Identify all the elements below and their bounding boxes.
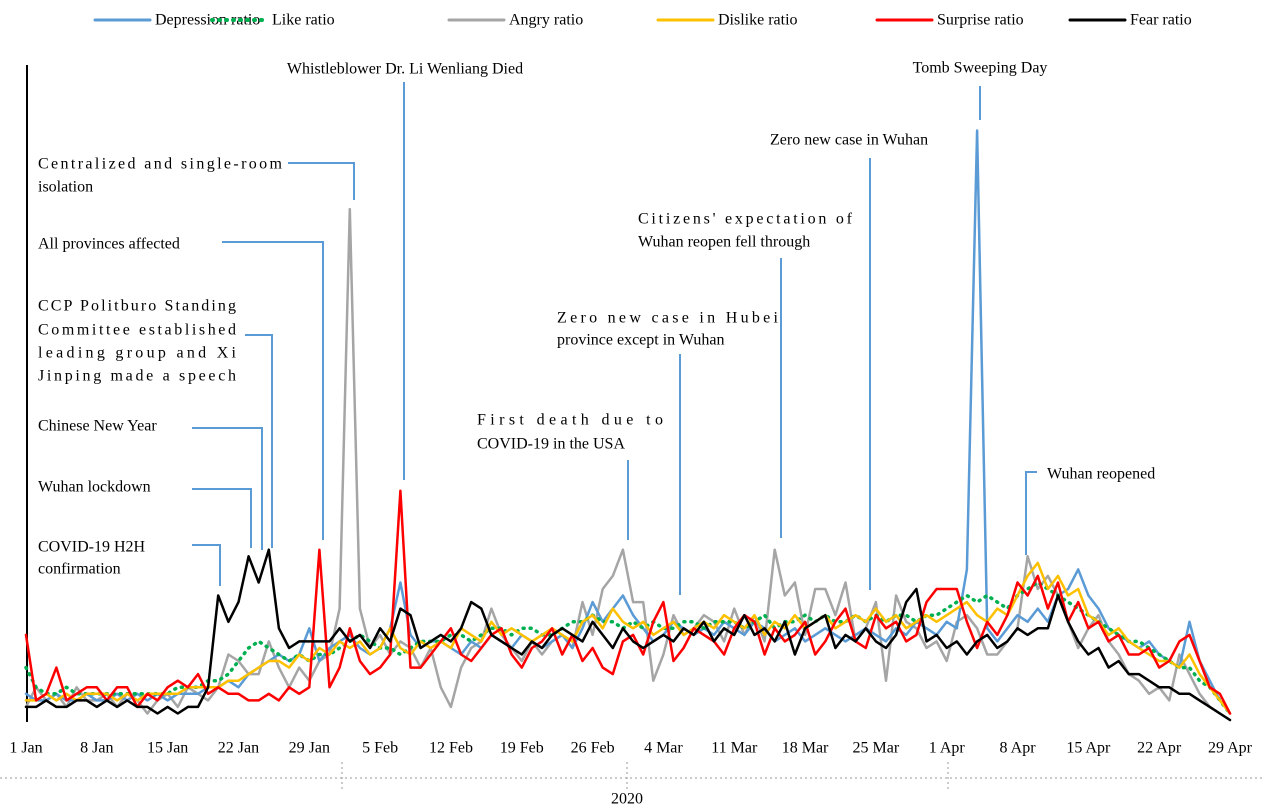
legend-label: Surprise ratio	[937, 12, 1024, 29]
annotation: leading group and Xi	[38, 345, 237, 362]
annotation: First death due to	[477, 412, 663, 429]
x-tick-label: 5 Feb	[362, 740, 398, 757]
x-tick-label: 4 Mar	[644, 740, 683, 757]
annotation: CCP Politburo Standing	[38, 298, 236, 315]
x-tick-label: 11 Mar	[711, 740, 758, 757]
annotation: Committee established	[38, 322, 236, 339]
annotation: Centralized and single-room	[38, 156, 283, 173]
x-tick-label: 19 Feb	[500, 740, 544, 757]
annotation: Wuhan lockdown	[38, 479, 151, 496]
series-line	[24, 207, 1232, 722]
annotation: Whistleblower Dr. Li Wenliang Died	[287, 61, 523, 78]
callout-line	[192, 544, 221, 586]
callout-line	[222, 241, 324, 540]
annotation: COVID-19 H2H	[38, 539, 146, 556]
annotation: Citizens' expectation of	[638, 211, 853, 228]
x-tick-label: 29 Apr	[1208, 740, 1253, 757]
x-tick-label: 15 Apr	[1066, 740, 1111, 757]
annotation: province except in Wuhan	[557, 332, 724, 349]
x-tick-label: 15 Jan	[147, 740, 188, 757]
annotation: Wuhan reopen fell through	[638, 234, 810, 251]
annotation: Zero new case in Wuhan	[770, 132, 928, 149]
annotation: All provinces affected	[38, 236, 180, 253]
series-line	[24, 561, 1232, 715]
annotation: Jinping made a speech	[38, 368, 236, 385]
x-tick-label: 8 Jan	[80, 740, 113, 757]
legend-label: Like ratio	[272, 12, 335, 29]
annotation: Tomb Sweeping Day	[913, 60, 1048, 77]
legend-label: Angry ratio	[509, 12, 583, 29]
x-tick-label: 1 Jan	[9, 740, 42, 757]
annotation: Zero new case in Hubei	[557, 310, 779, 327]
x-tick-label: 8 Apr	[1000, 740, 1037, 757]
callout-line	[1025, 471, 1037, 555]
annotation: COVID-19 in the USA	[477, 436, 625, 453]
legend-label: Dislike ratio	[718, 12, 798, 29]
x-tick-label: 12 Feb	[429, 740, 473, 757]
series-line	[24, 548, 1232, 722]
annotations: COVID-19 H2H confirmation Wuhan lockdown…	[38, 60, 1155, 578]
annotation: confirmation	[38, 561, 121, 578]
x-tick-label: 29 Jan	[289, 740, 330, 757]
annotation: Wuhan reopened	[1047, 466, 1155, 483]
callout-line	[192, 488, 252, 548]
callout-line	[288, 162, 355, 200]
annotation: isolation	[38, 179, 93, 196]
x-tick-label: 25 Mar	[853, 740, 900, 757]
legend-label: Depression ratio	[155, 12, 260, 29]
x-tick-label: 18 Mar	[782, 740, 829, 757]
x-tick-label: 22 Apr	[1137, 740, 1182, 757]
callouts	[192, 82, 1037, 595]
x-tick-label: 1 Apr	[929, 740, 966, 757]
legend-label: Fear ratio	[1130, 12, 1192, 29]
x-tick-label: 26 Feb	[571, 740, 615, 757]
callout-line	[245, 334, 273, 548]
series-line	[24, 489, 1232, 715]
callout-line	[192, 427, 263, 550]
x-axis-label: 2020	[611, 791, 643, 808]
x-tick-label: 22 Jan	[218, 740, 259, 757]
annotation: Chinese New Year	[38, 418, 157, 435]
